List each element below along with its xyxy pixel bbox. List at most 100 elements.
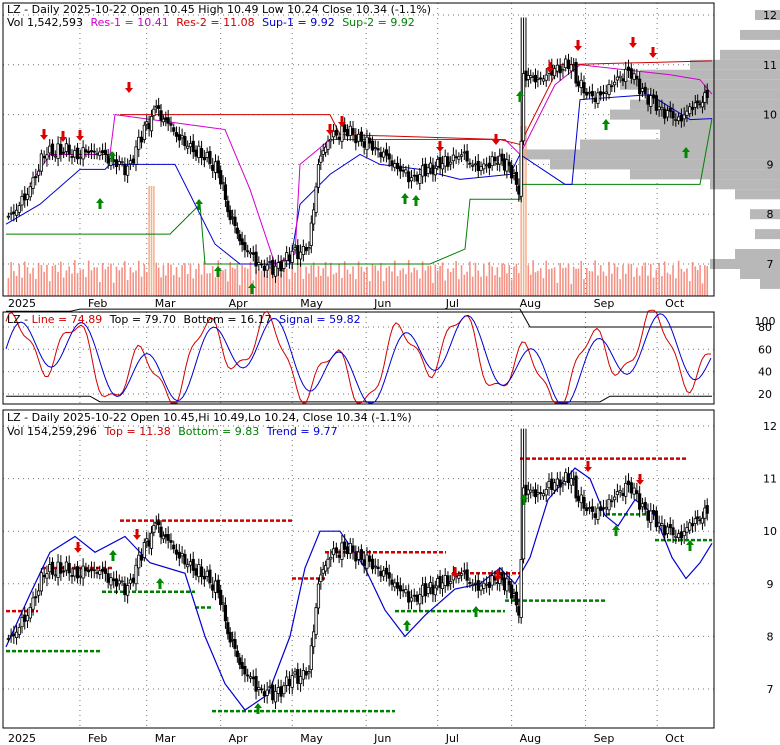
buy-arrow-icon <box>472 606 480 617</box>
candle-body <box>365 136 369 151</box>
candle-body <box>219 170 223 185</box>
trend-candles <box>6 428 709 709</box>
candle-body <box>449 161 453 165</box>
candle-body <box>615 491 619 496</box>
candle-body <box>293 247 297 251</box>
candle-body <box>536 77 540 80</box>
candle-body <box>228 209 232 220</box>
volume-profile-bar <box>630 169 780 180</box>
y-tick-label: 11 <box>763 473 777 486</box>
candle-body <box>290 250 294 263</box>
volume-bar <box>15 275 18 296</box>
candle-body <box>142 542 146 558</box>
candle-body <box>626 480 631 486</box>
volume-bar <box>542 278 545 296</box>
candle-body <box>20 195 24 206</box>
candle-body <box>454 156 458 159</box>
volume-bar <box>294 272 296 296</box>
candle-body <box>98 570 102 575</box>
volume-bar <box>572 266 575 296</box>
candle-body <box>186 145 190 149</box>
volume-bar <box>60 261 62 296</box>
volume-bar <box>13 271 15 296</box>
sell-arrow-icon <box>76 130 84 141</box>
candle-body <box>459 154 464 157</box>
volume-bar <box>118 270 121 296</box>
volume-bar <box>460 265 463 296</box>
candle-body <box>53 574 57 577</box>
candle-body <box>618 490 622 493</box>
sell-arrow-icon <box>74 542 82 553</box>
candle-body <box>345 128 350 137</box>
volume-bar <box>145 272 148 296</box>
candle-body <box>62 570 66 573</box>
volume-bar <box>148 186 150 296</box>
volume-bar <box>494 275 496 296</box>
candle-body <box>12 211 16 214</box>
candle-body <box>188 561 193 566</box>
candle-body <box>482 582 486 589</box>
candle-body <box>134 146 138 165</box>
volume-bar <box>649 263 652 296</box>
month-label: 2025 <box>8 732 36 745</box>
candle-body <box>357 133 361 142</box>
candle-body <box>221 602 225 605</box>
candle-body <box>357 551 361 560</box>
volume-bar <box>71 273 73 296</box>
candle-body <box>142 124 146 140</box>
volume-bar <box>488 262 491 296</box>
candle-body <box>262 266 266 271</box>
candle-body <box>319 155 323 163</box>
candle-body <box>265 689 269 696</box>
month-label: Aug <box>520 297 541 310</box>
candle-body <box>186 564 190 568</box>
candle-body <box>579 79 583 89</box>
candle-body <box>9 212 13 215</box>
candle-body <box>70 156 74 158</box>
volume-bar <box>227 281 229 296</box>
candle-body <box>514 171 519 185</box>
candle-body <box>500 153 504 162</box>
volume-bar <box>501 263 503 296</box>
volume-bar <box>172 275 175 296</box>
volume-bar <box>622 264 624 296</box>
volume-profile-bar <box>620 79 780 90</box>
candle-body <box>123 163 127 176</box>
trend-month-labels: 2025 Feb Mar Apr May Jun Jul Aug Sep Oct <box>8 732 685 745</box>
volume-bar <box>444 280 447 296</box>
candle-body <box>331 548 336 556</box>
candle-body <box>257 262 261 265</box>
candle-body <box>507 161 511 166</box>
volume-bar <box>469 261 471 296</box>
volume-bar <box>54 264 57 296</box>
buy-arrow-icon <box>602 119 610 130</box>
candle-body <box>640 88 645 92</box>
candle-body <box>574 61 578 84</box>
candle-body <box>390 160 394 166</box>
volume-profile-bar <box>740 29 780 40</box>
candle-body <box>539 492 543 494</box>
volume-bar <box>332 274 335 296</box>
volume-bar <box>575 268 577 296</box>
candle-body <box>465 150 469 162</box>
volume-bar <box>463 274 466 296</box>
volume-bar <box>35 278 37 296</box>
candle-body <box>635 490 639 495</box>
volume-bar <box>229 261 232 296</box>
volume-bar <box>197 263 200 296</box>
buy-arrow-icon <box>403 620 411 631</box>
volume-bar <box>32 267 34 296</box>
volume-bar <box>214 277 217 296</box>
volume-bar <box>285 268 288 296</box>
y-tick-label: 10 <box>763 109 777 122</box>
candle-body <box>682 531 686 537</box>
candle-body <box>457 575 461 579</box>
sup2-line <box>6 118 713 265</box>
volume-bar <box>399 270 402 296</box>
candle-body <box>646 95 650 105</box>
y-tick-label: 40 <box>758 366 772 379</box>
y-tick-label: 10 <box>763 525 777 538</box>
candle-body <box>362 141 366 148</box>
volume-bar <box>655 269 658 296</box>
volume-profile-bar <box>660 129 780 140</box>
